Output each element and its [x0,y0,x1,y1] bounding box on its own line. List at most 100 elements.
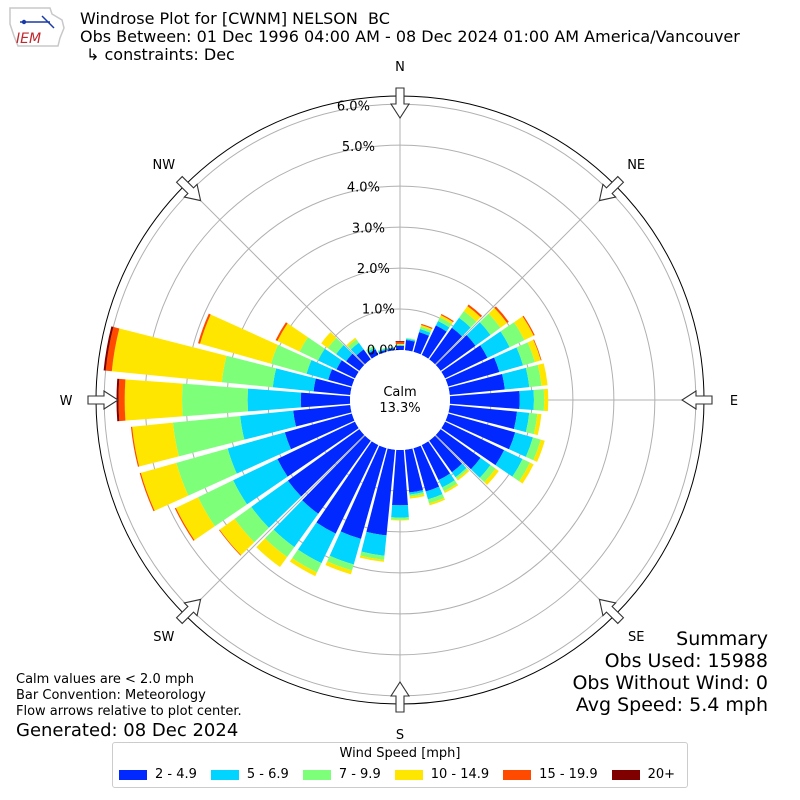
windrose-bar-segment [327,555,354,571]
windrose-bar-segment [361,531,387,556]
windrose-bar-segment [287,429,365,497]
windrose-bar-segment [292,549,322,573]
windrose-bar-segment [182,383,249,417]
windrose-bar-segment [378,348,386,353]
windrose-bar-segment [318,348,342,370]
windrose-bar-segment [443,483,459,494]
summary-heading: Summary [676,628,768,650]
windrose-bar-segment [240,410,296,440]
windrose-bar-segment [140,462,189,511]
flow-arrow-icon [680,389,713,411]
windrose-bar-segment [409,492,424,497]
grid-spoke [399,399,616,616]
legend-item: 7 - 9.9 [302,767,381,782]
windrose-bar-segment [494,306,509,324]
windrose-bar-segment [325,561,353,575]
windrose-bar-segment [488,307,508,328]
windrose-bar-segment [480,331,510,358]
windrose-bar-segment [350,342,364,356]
windrose-bar-segment [404,340,415,352]
windrose-bar-segment [329,531,361,565]
windrose-bar-segment [409,490,424,495]
flow-arrow-icon [598,598,625,625]
windrose-bar-segment [445,357,500,387]
windrose-bar-segment [519,389,534,411]
windrose-bar-segment [439,315,454,325]
legend-swatch [119,769,147,780]
windrose-bar-segment [537,363,548,386]
legend-label: 20+ [647,767,676,782]
radial-tick-label: 1.0% [362,303,395,318]
windrose-bar-segment [406,338,416,341]
summary-panel: Summary Obs Used: 15988 Obs Without Wind… [572,628,768,716]
radial-tick-labels: 0.0%1.0%2.0%3.0%4.0%5.0%6.0% [337,99,400,358]
windrose-bar-segment [272,368,316,392]
windrose-bar-segment [386,346,395,349]
compass-label-nw: NW [153,158,176,173]
windrose-bar-segment [111,328,227,383]
windrose-bar-segment [275,322,288,342]
windrose-bar-segment [273,500,319,548]
flow-arrow-icon [175,598,202,625]
notes-panel: Calm values are < 2.0 mph Bar Convention… [16,672,242,742]
windrose-bar-segment [227,432,291,474]
legend-swatch [210,769,239,780]
windrose-bar-segment [172,415,245,457]
windrose-bar-segment [256,538,288,568]
windrose-bar-segment [519,462,534,484]
windrose-bar-segment [463,306,481,322]
windrose-bar-segment [441,345,488,379]
windrose-bar-segment [392,449,408,506]
windrose-bar-segment [103,326,114,371]
windrose-bar-segment [525,437,541,461]
windrose-bar-segment [293,404,352,427]
windrose-bar-segment [378,349,387,355]
windrose-bar-segment [277,421,359,477]
compass-label-sw: SW [153,630,174,645]
windrose-bar-segment [479,313,501,335]
windrose-bar-segment [175,497,215,541]
windrose-bar-segment [328,369,355,387]
summary-obs-used: Obs Used: 15988 [604,650,768,672]
windrose-bars [103,304,549,577]
calm-label: Calm [383,385,416,400]
windrose-bar-segment [395,340,405,342]
windrose-bar-segment [277,323,308,352]
legend-label: 15 - 19.9 [539,767,598,782]
windrose-bar-segment [139,472,155,512]
note-flow: Flow arrows relative to plot center. [16,704,242,719]
radial-tick-label: 2.0% [357,262,390,277]
legend-item: 20+ [611,767,676,782]
windrose-bar-segment [395,345,405,347]
windrose-bar-segment [368,349,379,359]
constraints: ↳ constraints: Dec [86,45,235,64]
windrose-bar-segment [438,473,455,488]
windrose-bar-segment [313,378,352,396]
windrose-bar-segment [513,411,530,433]
windrose-bar-segment [264,529,295,558]
windrose-bar-segment [533,389,545,411]
windrose-bar-segment [395,345,405,351]
windrose-bar-segment [456,469,470,481]
flow-arrow-icon [598,175,625,202]
radial-tick-label: 3.0% [352,221,385,236]
legend-swatch [394,769,423,780]
windrose-bar-segment [533,439,545,462]
compass-label-w: W [60,394,73,409]
windrose-bar-segment [387,348,396,352]
iem-logo: IEM [9,7,65,47]
windrose-bar-segment [174,507,195,541]
windrose-bar-segment [218,529,242,556]
windrose-bar-segment [440,313,454,323]
windrose-bar-segment [420,325,433,331]
logo-text: IEM [16,31,41,47]
windrose-bar-segment [449,391,520,409]
legend-label: 10 - 14.9 [430,767,490,782]
windrose-bar-segment [360,551,385,560]
windrose-bar-segment [509,432,533,457]
note-calm: Calm values are < 2.0 mph [16,672,195,687]
summary-obs-without-wind: Obs Without Wind: 0 [572,672,768,694]
windrose-bar-segment [336,345,353,362]
windrose-bar-segment [366,345,375,352]
